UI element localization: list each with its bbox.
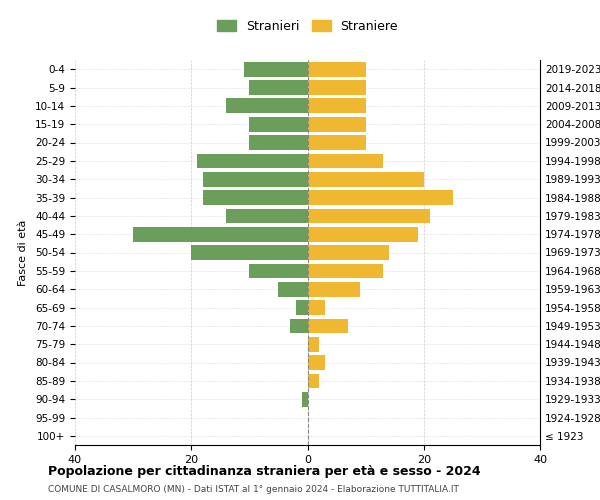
Bar: [226, 98, 308, 113]
Bar: [308, 117, 365, 132]
Bar: [250, 264, 308, 278]
Bar: [308, 245, 389, 260]
Bar: [250, 135, 308, 150]
Bar: [191, 245, 308, 260]
Bar: [308, 80, 365, 95]
Bar: [203, 190, 308, 205]
Bar: [244, 62, 308, 76]
Bar: [308, 190, 453, 205]
Bar: [133, 227, 308, 242]
Bar: [290, 318, 308, 333]
Bar: [308, 318, 348, 333]
Bar: [308, 227, 418, 242]
Bar: [308, 374, 319, 388]
Bar: [308, 98, 365, 113]
Bar: [308, 154, 383, 168]
Bar: [278, 282, 308, 296]
Bar: [197, 154, 308, 168]
Text: Popolazione per cittadinanza straniera per età e sesso - 2024: Popolazione per cittadinanza straniera p…: [48, 465, 481, 478]
Bar: [250, 80, 308, 95]
Bar: [226, 208, 308, 223]
Bar: [308, 264, 383, 278]
Bar: [308, 172, 424, 186]
Bar: [308, 282, 360, 296]
Bar: [308, 337, 319, 351]
Bar: [308, 300, 325, 315]
Bar: [308, 62, 365, 76]
Bar: [203, 172, 308, 186]
Bar: [308, 208, 430, 223]
Bar: [308, 135, 365, 150]
Bar: [302, 392, 308, 406]
Y-axis label: Fasce di età: Fasce di età: [18, 220, 28, 286]
Bar: [296, 300, 308, 315]
Text: COMUNE DI CASALMORO (MN) - Dati ISTAT al 1° gennaio 2024 - Elaborazione TUTTITAL: COMUNE DI CASALMORO (MN) - Dati ISTAT al…: [48, 485, 459, 494]
Bar: [250, 117, 308, 132]
Legend: Stranieri, Straniere: Stranieri, Straniere: [213, 16, 402, 36]
Bar: [308, 355, 325, 370]
